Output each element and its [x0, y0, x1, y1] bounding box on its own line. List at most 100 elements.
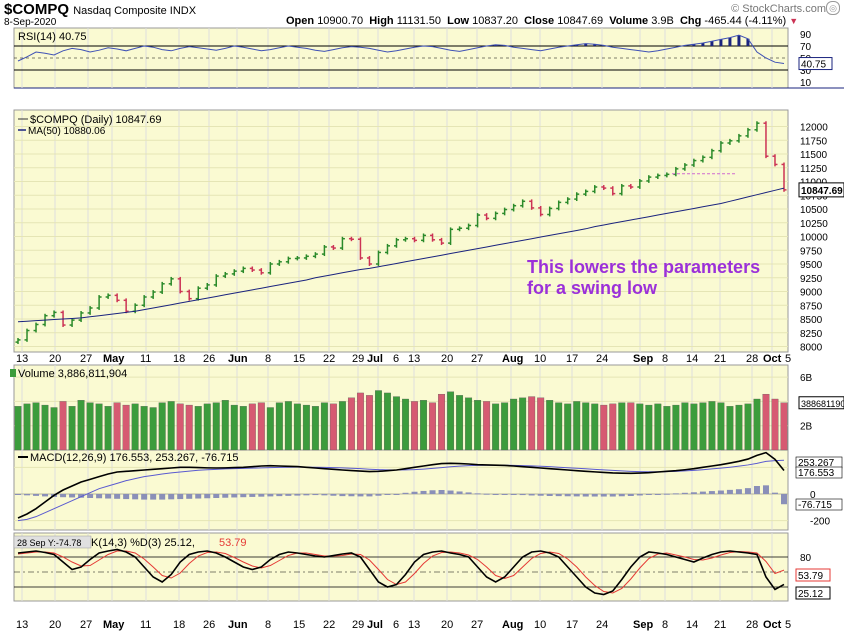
- price-tick-label: 8000: [800, 343, 823, 354]
- macd-last-value: 253.267: [798, 458, 835, 469]
- price-last-value: 10847.69: [801, 186, 843, 197]
- x-axis-label: 10: [534, 619, 546, 631]
- stoch-legend-d: 53.79: [219, 537, 247, 549]
- volume-bar: [50, 407, 58, 451]
- macd-histogram-bar: [177, 494, 184, 500]
- macd-histogram-bar: [708, 491, 715, 494]
- volume-bar: [726, 406, 734, 451]
- brand-globe-icon: ◎: [826, 1, 840, 15]
- x-axis-label: Aug: [502, 353, 523, 365]
- price-tick-label: 8750: [800, 301, 823, 312]
- macd-tick-label: 0: [810, 490, 816, 501]
- symbol-title: $COMPQ Nasdaq Composite INDX: [4, 1, 196, 18]
- volume-bar: [284, 401, 292, 451]
- macd-histogram-bar: [33, 494, 40, 496]
- price-tick-label: 10500: [800, 205, 828, 216]
- volume-bar: [672, 404, 680, 451]
- volume-bar: [393, 396, 400, 451]
- x-axis-label: 20: [49, 619, 61, 631]
- macd-histogram-bar: [87, 494, 94, 498]
- volume-bar: [708, 401, 716, 451]
- volume-tick-label: 6B: [800, 373, 813, 384]
- x-axis-label: 27: [471, 619, 483, 631]
- x-axis-label: 26: [203, 353, 215, 365]
- macd-histogram-bar: [78, 494, 85, 498]
- rsi-tick-label: 10: [800, 78, 812, 89]
- close-value: 10847.69: [557, 15, 604, 27]
- x-axis-label: 8: [662, 619, 668, 631]
- macd-histogram-bar: [168, 494, 175, 500]
- macd-histogram-bar: [150, 494, 157, 500]
- macd-histogram-bar: [510, 494, 517, 495]
- volume-bar: [555, 402, 563, 451]
- price-last-box: [798, 182, 844, 198]
- price-tick-label: 11750: [800, 136, 828, 147]
- x-axis-label: Sep: [633, 353, 653, 365]
- x-axis-label: Jun: [228, 353, 248, 365]
- chart-date: 8-Sep-2020: [4, 17, 57, 28]
- volume-bar: [375, 390, 382, 451]
- macd-histogram-bar: [501, 494, 508, 495]
- x-axis-label: Aug: [502, 619, 523, 631]
- rsi-legend: RSI(14) 40.75: [18, 31, 86, 43]
- macd-histogram-bar: [465, 492, 472, 494]
- volume-bar: [329, 403, 337, 451]
- macd-histogram-bar: [690, 492, 697, 494]
- macd-histogram-bar: [447, 490, 454, 494]
- macd-histogram-bar: [276, 494, 283, 497]
- volume-bar: [104, 406, 112, 451]
- x-axis-label: 15: [293, 353, 305, 365]
- macd-histogram-bar: [672, 493, 679, 495]
- price-tick-label: 12000: [800, 123, 828, 134]
- volume-bar: [456, 395, 464, 451]
- annotation-line-2: for a swing low: [527, 278, 658, 298]
- macd-histogram-bar: [312, 494, 319, 496]
- macd-histogram-bar: [411, 491, 418, 494]
- x-axis-label: 11: [140, 353, 151, 365]
- volume-bar: [338, 401, 346, 451]
- symbol: $COMPQ: [4, 1, 70, 18]
- crosshair-readout: 28 Sep Y:-74.78: [17, 538, 81, 548]
- macd-histogram-bar: [519, 494, 526, 496]
- macd-histogram-bar: [159, 494, 166, 500]
- panel-price: [13, 109, 789, 353]
- volume-bar: [366, 395, 373, 451]
- price-tick-label: 11250: [800, 164, 828, 175]
- macd-histogram-bar: [609, 494, 616, 497]
- volume-bar: [293, 403, 301, 451]
- macd-histogram-bar: [573, 494, 580, 497]
- x-axis-label: 8: [662, 353, 668, 365]
- volume-bar: [546, 400, 554, 451]
- macd-histogram-bar: [132, 494, 139, 500]
- rsi-last-box: [798, 57, 833, 71]
- x-axis-label: 20: [49, 353, 61, 365]
- volume-bar: [753, 398, 761, 451]
- volume-last-value: 3886811904: [801, 399, 844, 409]
- macd-histogram-bar: [321, 494, 328, 496]
- price-tick-label: 9750: [800, 246, 823, 257]
- x-axis-label: Oct: [763, 619, 782, 631]
- volume-bar: [564, 403, 572, 451]
- x-axis-label: 13: [16, 619, 28, 631]
- volume-bar: [429, 402, 436, 451]
- volume-bar: [239, 406, 247, 451]
- x-axis-label: 28: [746, 619, 758, 631]
- volume-bar: [384, 392, 391, 451]
- volume-bar: [609, 403, 617, 451]
- volume-bar: [483, 401, 491, 451]
- ma-legend: MA(50) 10880.06: [28, 126, 106, 137]
- stoch-k-last-value: 25.12: [798, 589, 823, 600]
- volume-bar: [411, 401, 418, 451]
- volume-bar: [347, 397, 355, 451]
- x-axis-label: 13: [408, 353, 420, 365]
- volume-bar: [248, 403, 256, 451]
- macd-histogram-bar: [627, 494, 634, 496]
- macd-histogram-bar: [781, 494, 787, 505]
- volume-bar: [131, 403, 139, 451]
- volume-bar: [95, 403, 103, 451]
- volume-bar: [618, 402, 626, 451]
- macd-histogram-bar: [546, 494, 553, 496]
- x-axis-label: Oct: [763, 353, 782, 365]
- crosshair-readout-box: [13, 535, 92, 549]
- volume-bar: [77, 400, 85, 451]
